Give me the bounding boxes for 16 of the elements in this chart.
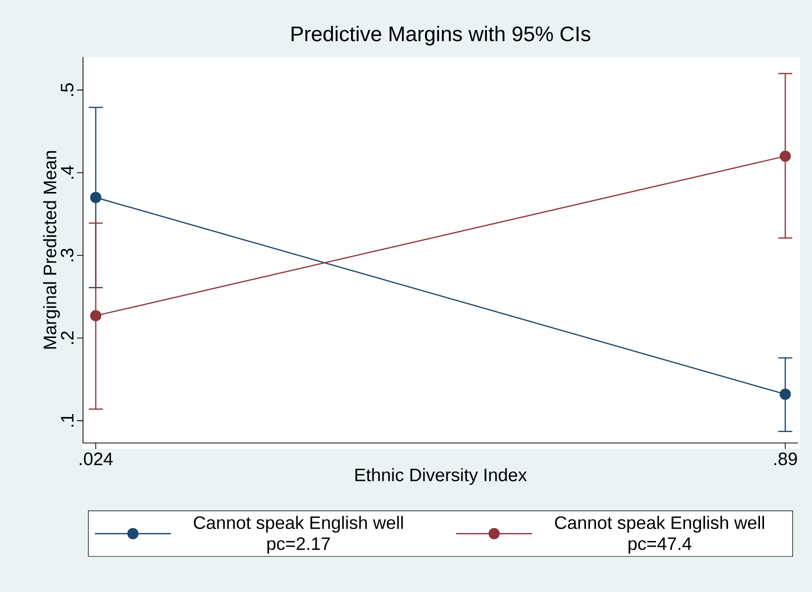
point <box>90 310 102 322</box>
point <box>780 150 791 162</box>
point <box>90 192 102 204</box>
y-tick-label: .1 <box>61 414 74 427</box>
x-tick-label: .024 <box>80 452 113 466</box>
y-tick-label: .2 <box>60 331 74 344</box>
chart-title: Predictive Margins with 95% CIs <box>292 26 590 46</box>
x-tick-label: .89 <box>774 452 797 466</box>
y-tick-label: .4 <box>61 166 74 179</box>
y-tick-label: .5 <box>60 83 74 96</box>
x-axis-title: Ethnic Diversity Index <box>355 468 527 485</box>
y-axis-title: Marginal Predicted Mean <box>43 151 60 349</box>
legend-label: Cannot speak English well pc=47.4 <box>555 516 764 554</box>
legend-label: Cannot speak English well pc=2.17 <box>194 516 403 554</box>
point <box>780 388 791 400</box>
y-tick-label: .3 <box>60 248 74 262</box>
